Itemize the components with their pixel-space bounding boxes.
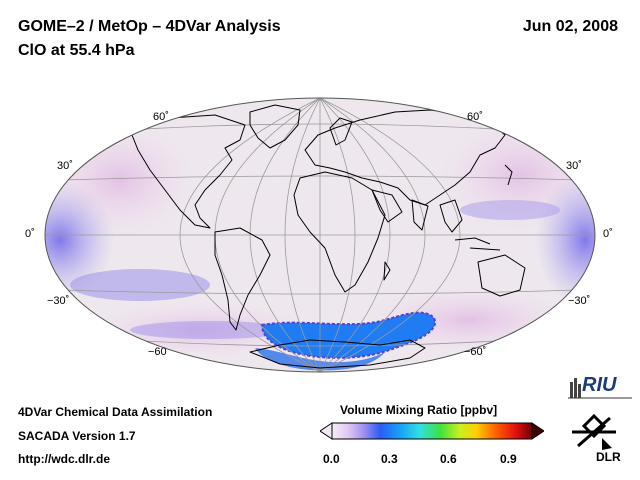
field-band-west [45, 180, 115, 300]
lat-label-30n-left: 30˚ [57, 160, 73, 172]
map-title: GOME–2 / MetOp – 4DVar Analysis [18, 18, 281, 35]
lat-label-30s-left: −30˚ [47, 295, 70, 307]
meridian-30e [319, 98, 356, 372]
lat-label-60n-right: 60˚ [467, 111, 483, 123]
colorbar [320, 422, 544, 440]
coast-north-america [129, 114, 246, 229]
meridian-90e [319, 98, 426, 372]
field-band-south [130, 321, 290, 339]
coast-india [411, 199, 429, 231]
colorbar-tick-3: 0.9 [500, 452, 517, 466]
coast-japan [504, 164, 513, 186]
footer-line-version: SACADA Version 1.7 [18, 429, 136, 443]
graticule [45, 98, 595, 372]
meridian-60w [249, 98, 321, 372]
coast-africa [293, 171, 386, 293]
coast-eurasia [304, 109, 506, 206]
colorbar-high-arrow [531, 422, 544, 440]
lat-label-60s-left: −60 [148, 346, 167, 358]
field-band-pacific [460, 200, 560, 220]
colorbar-low-arrow [320, 422, 333, 440]
colorbar-tick-1: 0.3 [381, 452, 398, 466]
dlr-logo: DLR [564, 412, 624, 464]
colorbar-title: Volume Mixing Ratio [ppbv] [340, 403, 498, 417]
footer-line-url: http://wdc.dlr.de [18, 452, 110, 466]
lat-label-0-left: 0˚ [25, 228, 35, 240]
colorbar-gradient [331, 422, 533, 440]
coastlines [129, 104, 526, 369]
riu-logo-mark [568, 378, 632, 399]
lat-label-60n-left: 60˚ [153, 111, 169, 123]
map-outline [44, 97, 596, 373]
meridian-30w [284, 98, 321, 372]
meridian-60e [319, 98, 391, 372]
world-map [44, 97, 596, 373]
lat-label-0-right: 0˚ [603, 228, 613, 240]
map-subtitle: ClO at 55.4 hPa [18, 42, 135, 59]
coast-australia [477, 254, 526, 297]
date-label: Jun 02, 2008 [522, 18, 618, 35]
meridian-120e [319, 98, 461, 372]
field-band-east [535, 170, 595, 310]
coast-se-asia [439, 199, 463, 233]
coast-arabia [371, 189, 403, 223]
colorbar-tick-0: 0.0 [323, 452, 340, 466]
coast-greenland [249, 104, 301, 149]
field-band-southwest [70, 269, 210, 301]
coast-antarctica [249, 339, 426, 369]
riu-logo-text: RIU [582, 374, 617, 396]
dlr-logo-text: DLR [596, 450, 621, 464]
coast-south-america [214, 227, 271, 331]
coast-indonesia [454, 237, 501, 251]
dlr-logo-mark [572, 413, 616, 450]
coast-scandinavia [329, 117, 353, 146]
polar-vortex-field [260, 311, 437, 359]
colorbar-tick-2: 0.6 [440, 452, 457, 466]
coast-madagascar [383, 261, 391, 281]
lat-label-30s-right: −30˚ [568, 295, 591, 307]
lat-label-60s-right: −60˚ [464, 346, 487, 358]
meridian-120w [179, 98, 321, 372]
footer-line-assimilation: 4DVar Chemical Data Assimilation [18, 405, 213, 419]
lat-label-30n-right: 30˚ [566, 160, 582, 172]
